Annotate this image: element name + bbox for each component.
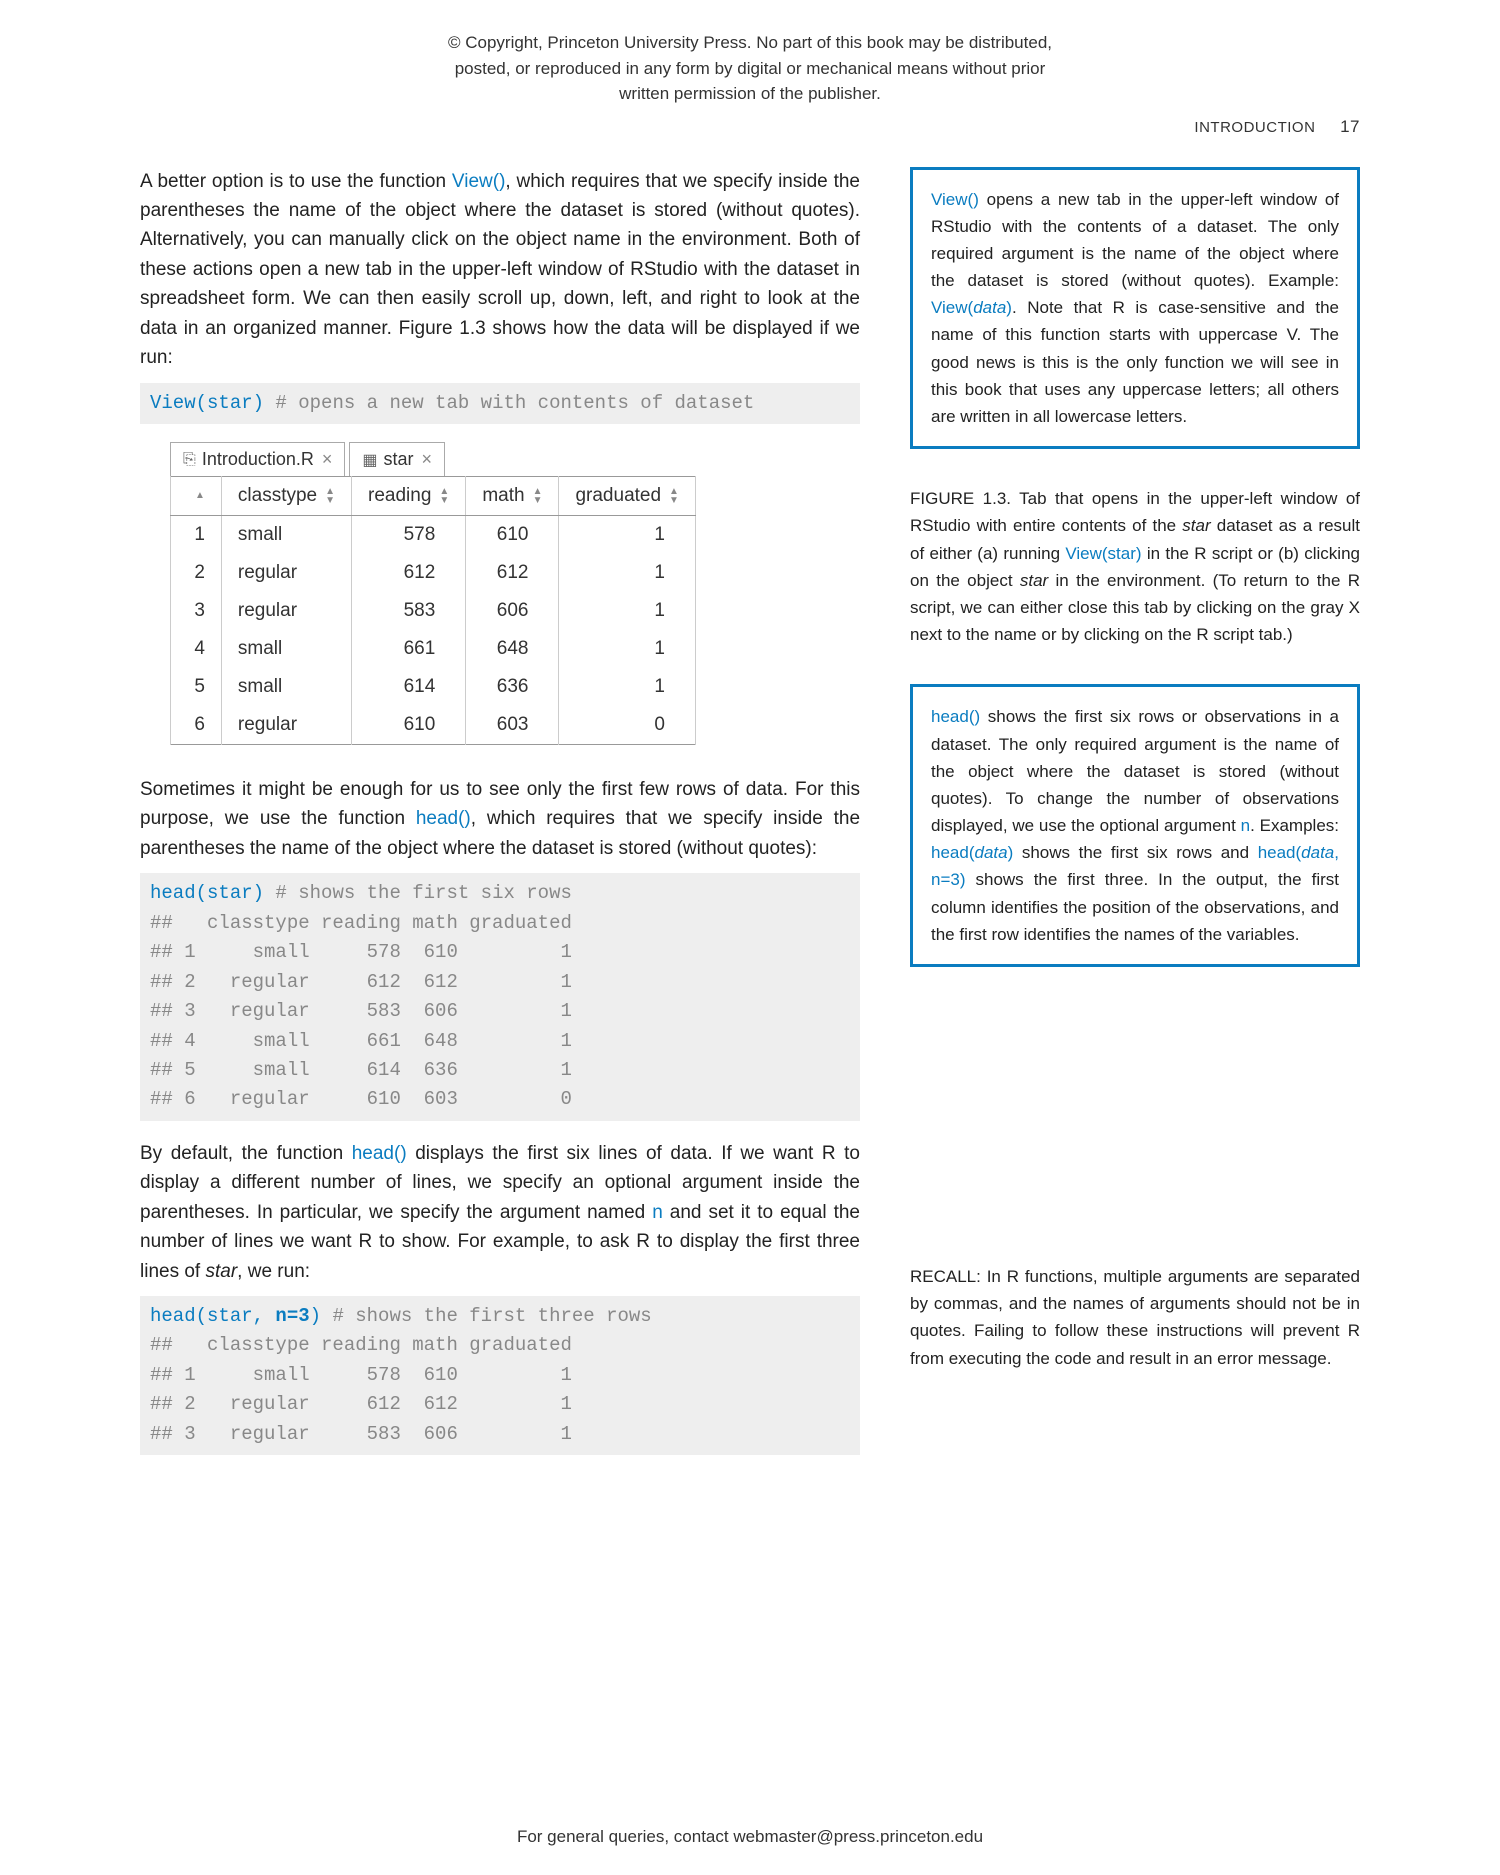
table-row: 3regular5836061 xyxy=(171,592,696,630)
fn-head: head() xyxy=(352,1143,407,1164)
rstudio-viewer: ⎘ Introduction.R × ▦ star × ▲ classtype▲… xyxy=(170,442,860,745)
cell-reading: 578 xyxy=(352,516,466,555)
cell-graduated: 1 xyxy=(559,516,695,555)
code-output: ## classtype reading math graduated ## 1… xyxy=(150,912,572,1111)
figure-caption: FIGURE 1.3. Tab that opens in the upper-… xyxy=(910,485,1360,648)
col-graduated[interactable]: graduated▲▼ xyxy=(559,477,695,516)
code-view-star: View(star) # opens a new tab with conten… xyxy=(140,383,860,424)
section-name: INTRODUCTION xyxy=(1194,119,1315,136)
table-icon: ▦ xyxy=(362,450,377,470)
cell-classtype: small xyxy=(221,516,351,555)
code-head-n3: head(star, n=3) # shows the first three … xyxy=(140,1296,860,1455)
cell-graduated: 1 xyxy=(559,554,695,592)
recall-note: RECALL: In R functions, multiple argumen… xyxy=(910,1263,1360,1372)
footer: For general queries, contact webmaster@p… xyxy=(0,1827,1500,1847)
table-row: 2regular6126121 xyxy=(171,554,696,592)
cell-reading: 612 xyxy=(352,554,466,592)
fn-head: head() xyxy=(931,707,980,726)
table-row: 1small5786101 xyxy=(171,516,696,555)
data-table: ▲ classtype▲▼ reading▲▼ math▲▼ graduated… xyxy=(170,476,696,745)
paragraph-3: By default, the function head() displays… xyxy=(140,1139,860,1286)
fn-view: View() xyxy=(452,171,506,192)
cell-graduated: 0 xyxy=(559,706,695,745)
cell-graduated: 1 xyxy=(559,668,695,706)
cell-reading: 583 xyxy=(352,592,466,630)
tab-star[interactable]: ▦ star × xyxy=(349,442,445,476)
cell-classtype: small xyxy=(221,630,351,668)
close-icon[interactable]: × xyxy=(422,449,433,470)
code-call: head(star, xyxy=(150,1305,275,1327)
main-column: A better option is to use the function V… xyxy=(140,167,860,1474)
cell-math: 610 xyxy=(466,516,559,555)
cell-reading: 614 xyxy=(352,668,466,706)
tab-bar: ⎘ Introduction.R × ▦ star × xyxy=(170,442,860,476)
page: © Copyright, Princeton University Press.… xyxy=(0,0,1500,1875)
tab-label: star xyxy=(384,449,414,470)
code-head-star: head(star) # shows the first six rows ##… xyxy=(140,873,860,1121)
table-row: 5small6146361 xyxy=(171,668,696,706)
fn-head: head() xyxy=(416,808,471,829)
code-call: View(star) xyxy=(150,392,264,414)
cell-rownum: 2 xyxy=(171,554,222,592)
cell-classtype: regular xyxy=(221,554,351,592)
cell-classtype: small xyxy=(221,668,351,706)
page-number: 17 xyxy=(1340,117,1360,136)
cell-reading: 610 xyxy=(352,706,466,745)
col-rownum[interactable]: ▲ xyxy=(171,477,222,516)
col-math[interactable]: math▲▼ xyxy=(466,477,559,516)
code-comment: # shows the first six rows xyxy=(264,882,572,904)
table-row: 4small6616481 xyxy=(171,630,696,668)
content-columns: A better option is to use the function V… xyxy=(140,167,1360,1474)
code-arg: n=3 xyxy=(275,1305,309,1327)
running-header: INTRODUCTION 17 xyxy=(140,117,1360,137)
cell-math: 612 xyxy=(466,554,559,592)
cell-rownum: 6 xyxy=(171,706,222,745)
callout-view: View() opens a new tab in the upper-left… xyxy=(910,167,1360,450)
paragraph-1: A better option is to use the function V… xyxy=(140,167,860,373)
side-column: View() opens a new tab in the upper-left… xyxy=(910,167,1360,1474)
cell-rownum: 5 xyxy=(171,668,222,706)
code-output: ## classtype reading math graduated ## 1… xyxy=(150,1334,572,1444)
cell-reading: 661 xyxy=(352,630,466,668)
cell-rownum: 4 xyxy=(171,630,222,668)
cell-classtype: regular xyxy=(221,592,351,630)
tab-label: Introduction.R xyxy=(202,449,314,470)
fn-view: View() xyxy=(931,190,979,209)
tab-introduction-r[interactable]: ⎘ Introduction.R × xyxy=(170,442,345,476)
cell-math: 603 xyxy=(466,706,559,745)
arg-n: n xyxy=(652,1202,663,1223)
close-icon[interactable]: × xyxy=(322,449,333,470)
cell-classtype: regular xyxy=(221,706,351,745)
col-reading[interactable]: reading▲▼ xyxy=(352,477,466,516)
cell-graduated: 1 xyxy=(559,592,695,630)
spacer xyxy=(910,1003,1360,1263)
table-header-row: ▲ classtype▲▼ reading▲▼ math▲▼ graduated… xyxy=(171,477,696,516)
table-row: 6regular6106030 xyxy=(171,706,696,745)
cell-rownum: 3 xyxy=(171,592,222,630)
col-classtype[interactable]: classtype▲▼ xyxy=(221,477,351,516)
dataset-name: star xyxy=(205,1261,237,1282)
script-icon: ⎘ xyxy=(183,451,196,469)
fn-view-star: View(star) xyxy=(1065,544,1141,563)
callout-head: head() shows the first six rows or obser… xyxy=(910,684,1360,967)
arg-n: n xyxy=(1241,816,1250,835)
cell-rownum: 1 xyxy=(171,516,222,555)
paragraph-2: Sometimes it might be enough for us to s… xyxy=(140,775,860,863)
code-call: head(star) xyxy=(150,882,264,904)
cell-graduated: 1 xyxy=(559,630,695,668)
cell-math: 636 xyxy=(466,668,559,706)
cell-math: 606 xyxy=(466,592,559,630)
code-comment: # shows the first three rows xyxy=(321,1305,652,1327)
code-comment: # opens a new tab with contents of datas… xyxy=(264,392,754,414)
cell-math: 648 xyxy=(466,630,559,668)
copyright: © Copyright, Princeton University Press.… xyxy=(430,30,1070,107)
